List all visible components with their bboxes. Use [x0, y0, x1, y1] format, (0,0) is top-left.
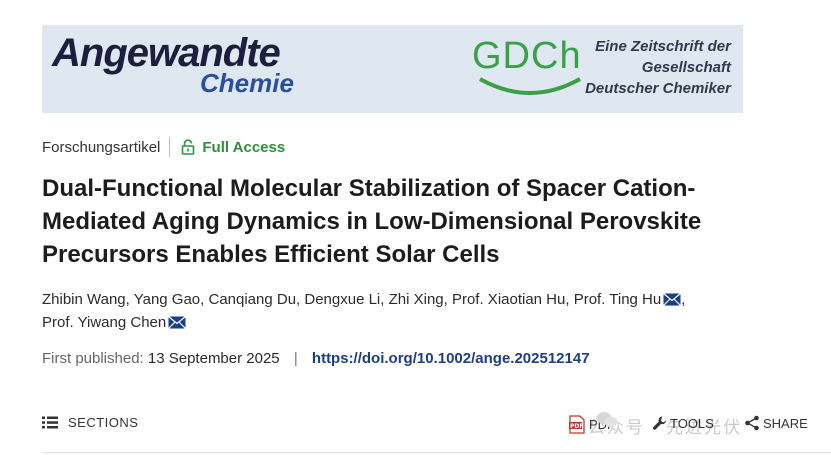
wrench-icon [653, 416, 667, 430]
sections-label: SECTIONS [68, 415, 139, 430]
gdch-text: GDCh [472, 35, 582, 77]
tools-button[interactable]: TOOLS [652, 415, 714, 431]
divider [42, 452, 831, 453]
publication-info: First published: 13 September 2025 | htt… [42, 350, 590, 367]
pub-separator: | [293, 350, 298, 367]
envelope-icon[interactable] [168, 316, 187, 329]
published-label: First published: [42, 350, 144, 367]
journal-subname: Chemie [200, 68, 294, 98]
article-title: Dual-Functional Molecular Stabilization … [42, 175, 702, 268]
authors-line-2[interactable]: Prof. Yiwang Chen [42, 314, 167, 331]
share-button[interactable]: SHARE [744, 415, 808, 431]
doi-link[interactable]: https://doi.org/10.1002/ange.202512147 [311, 350, 590, 367]
lock-icon [182, 139, 195, 155]
envelope-icon[interactable] [663, 293, 682, 306]
published-date: 13 September 2025 [147, 350, 280, 367]
author-list: Zhibin Wang, Yang Gao, Canqiang Du, Deng… [42, 291, 686, 331]
share-icon [745, 415, 759, 431]
share-label: SHARE [763, 415, 808, 431]
gdch-arc-icon [479, 77, 581, 95]
journal-banner[interactable]: Angewandte Chemie GDCh Eine Zeitschrift … [42, 25, 743, 113]
svg-text:PDF: PDF [570, 423, 583, 430]
meta-divider [169, 137, 171, 157]
authors-line-1[interactable]: Zhibin Wang, Yang Gao, Canqiang Du, Deng… [42, 291, 662, 308]
gdch-logo: GDCh [472, 35, 588, 105]
society-line-1: Eine Zeitschrift der [595, 38, 731, 55]
tools-label: TOOLS [670, 415, 714, 431]
watermark-text: 公众号 · 先进光伏 [588, 418, 743, 437]
wechat-icon [596, 412, 618, 428]
journal-name: Angewandte [52, 31, 281, 75]
article-meta: Forschungsartikel Full Access [42, 137, 285, 157]
society-tagline: Eine Zeitschrift der Gesellschaft Deutsc… [585, 36, 731, 99]
hamburger-icon [42, 416, 58, 429]
article-toolbar: SECTIONS 公众号 · 先进光伏 PDF PDF TOOLS SHARE [0, 412, 831, 438]
article-type: Forschungsartikel [42, 138, 161, 156]
access-badge[interactable]: Full Access [202, 138, 286, 156]
society-line-3: Deutscher Chemiker [585, 80, 731, 97]
pdf-icon: PDF [569, 415, 585, 434]
society-line-2: Gesellschaft [641, 59, 731, 76]
sections-button[interactable]: SECTIONS [42, 415, 138, 430]
